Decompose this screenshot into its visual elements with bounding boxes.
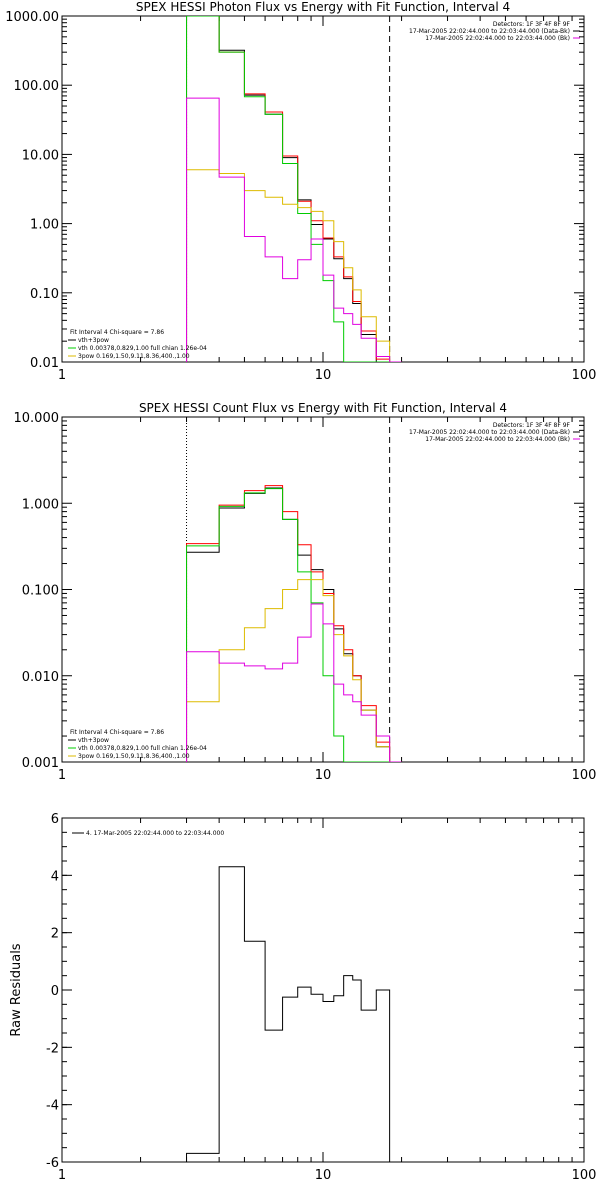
series-3pow-line [186, 579, 402, 762]
info-line: 17-Mar-2005 22:02:44.000 to 22:03:44.000… [425, 436, 570, 443]
series-residuals-line [186, 866, 391, 1162]
series-bk-line [186, 97, 402, 362]
plot-frame [61, 817, 585, 1163]
series-vth-line [186, 16, 402, 362]
y-tick-label: 4 [51, 869, 59, 884]
legend-entry: vth+3pow [78, 737, 109, 744]
legend-entry: vth 0.00378,0.829,1.00 full chian 1.26e-… [78, 345, 207, 352]
x-tick-label: 10 [315, 768, 332, 783]
y-tick-label: 0.001 [22, 756, 59, 771]
y-tick-label: 0 [51, 984, 59, 999]
y-tick-label: 1.000 [22, 497, 59, 512]
series-vth-line [186, 488, 402, 762]
y-tick-label: 10.00 [22, 148, 59, 163]
info-line: Detectors: 1F 3F 4F 8F 9F [493, 422, 571, 429]
y-tick-label: 0.100 [22, 584, 59, 599]
info-line: 17-Mar-2005 22:02:44.000 to 22:03:44.000… [409, 28, 570, 35]
x-tick-label: 100 [572, 1168, 597, 1183]
legend-entry: vth 0.00378,0.829,1.00 full chian 1.26e-… [78, 745, 207, 752]
x-tick-label: 10 [315, 368, 332, 383]
info-line: 17-Mar-2005 22:02:44.000 to 22:03:44.000… [425, 35, 570, 42]
x-tick-label: 1 [58, 368, 66, 383]
y-tick-label: 0.010 [22, 670, 59, 685]
legend-entry: vth+3pow [78, 337, 109, 344]
y-tick-label: 0.01 [30, 356, 59, 371]
y-tick-label: -2 [46, 1041, 59, 1056]
legend-entry: 4. 17-Mar-2005 22:02:44.000 to 22:03:44.… [86, 830, 224, 837]
legend-entry: 3pow 0.169,1.50,9.11,8.36,400.,1.00 [78, 353, 190, 360]
plot-frame [61, 15, 585, 363]
y-tick-label: 100.00 [14, 79, 60, 94]
photon-flux-chart: SPEX HESSI Photon Flux vs Energy with Fi… [5, 0, 596, 383]
legend-entry: Fit Interval 4 Chi-square = 7.86 [70, 329, 164, 336]
series-3pow-line [186, 169, 402, 362]
y-tick-label: 0.10 [30, 287, 59, 302]
y-tick-label: 1000.00 [5, 10, 59, 25]
info-line: Detectors: 1F 3F 4F 8F 9F [493, 21, 571, 28]
y-tick-label: 1.00 [30, 218, 59, 233]
y-axis-label: Raw Residuals [9, 943, 24, 1036]
legend-entry: 3pow 0.169,1.50,9.11,8.36,400.,1.00 [78, 753, 190, 760]
y-tick-label: 2 [51, 927, 59, 942]
y-tick-label: -6 [46, 1156, 59, 1171]
x-tick-label: 1 [58, 768, 66, 783]
x-tick-label: 100 [572, 768, 597, 783]
series-vth-3pow-line [186, 16, 402, 362]
chart-title: SPEX HESSI Photon Flux vs Energy with Fi… [136, 0, 510, 14]
series-data-bk-line [186, 16, 402, 362]
legend-entry: Fit Interval 4 Chi-square = 7.86 [70, 729, 164, 736]
count-flux-chart: SPEX HESSI Count Flux vs Energy with Fit… [14, 401, 597, 783]
x-tick-label: 100 [572, 368, 597, 383]
series-bk-line [186, 603, 402, 762]
chart-title: SPEX HESSI Count Flux vs Energy with Fit… [139, 401, 507, 415]
info-line: 17-Mar-2005 22:02:44.000 to 22:03:44.000… [409, 429, 570, 436]
y-tick-label: 10.000 [14, 411, 60, 426]
residuals-chart: 1 10 100 -6 -4 -2 0 2 4 6 Raw Residuals 4. 17-Mar-2… [9, 812, 596, 1183]
x-tick-label: 1 [58, 1168, 66, 1183]
x-tick-label: 10 [315, 1168, 332, 1183]
y-tick-label: 6 [51, 812, 59, 827]
y-tick-label: -4 [46, 1099, 59, 1114]
